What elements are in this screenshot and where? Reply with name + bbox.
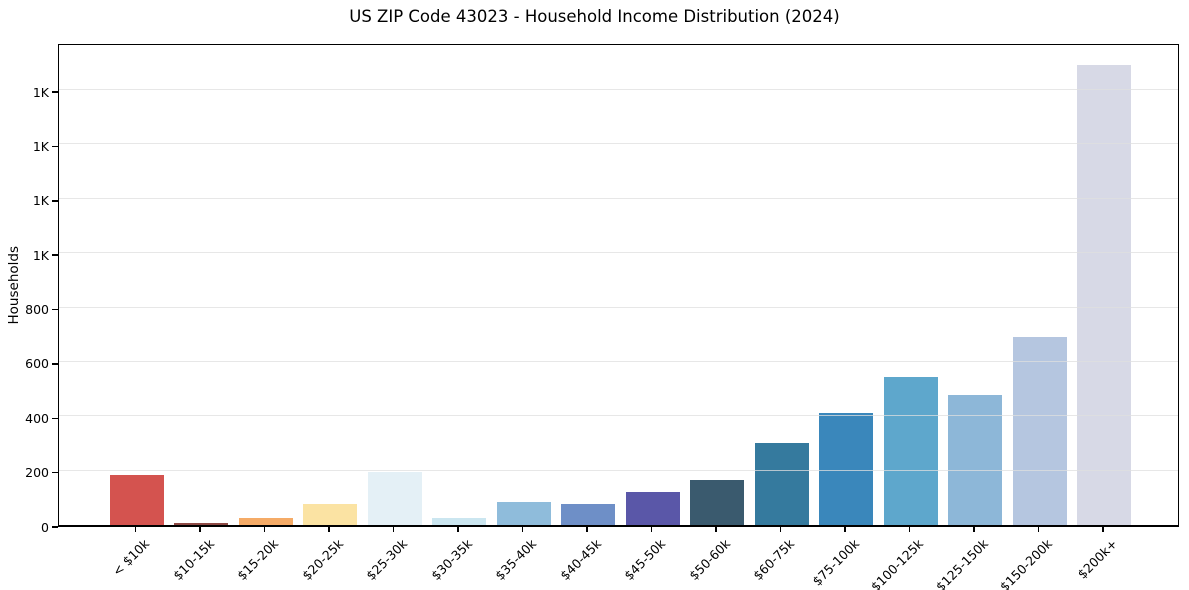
- bar-14: [1012, 336, 1067, 525]
- y-tick-mark-1600: [52, 91, 58, 93]
- x-tick-mark-15: [1102, 527, 1104, 532]
- chart-title: US ZIP Code 43023 - Household Income Dis…: [349, 7, 840, 26]
- gridline-1600: [59, 89, 1178, 91]
- x-tick-mark-6: [521, 527, 524, 532]
- gridline-800: [59, 306, 1178, 308]
- y-tick-label-1400: 1K: [32, 138, 49, 154]
- x-tick-mark-2: [263, 527, 266, 532]
- bar-8: [625, 492, 680, 525]
- bar-15: [1077, 65, 1132, 525]
- x-tick-label-text: $200k+: [1074, 536, 1120, 582]
- bar-1: [174, 523, 229, 525]
- y-tick-label-1200: 1K: [32, 193, 49, 209]
- bar-9: [690, 480, 745, 525]
- y-tick-label-1000: 1K: [32, 247, 49, 263]
- bar-0: [109, 475, 164, 525]
- plot-area: [58, 44, 1179, 527]
- bar-5: [432, 517, 487, 525]
- bar-13: [948, 394, 1003, 525]
- y-tick-label-0: 0: [41, 519, 49, 535]
- y-tick-mark-800: [52, 308, 58, 311]
- y-tick-label-1600: 1K: [32, 84, 49, 100]
- gridline-1200: [59, 197, 1178, 199]
- y-tick-mark-1400: [52, 145, 58, 148]
- x-tick-label-15: $200k+: [909, 533, 1120, 582]
- bar-4: [367, 472, 422, 525]
- x-tick-mark-7: [586, 527, 588, 532]
- y-tick-label-600: 600: [25, 356, 49, 372]
- gridline-200: [59, 469, 1178, 471]
- x-tick-mark-9: [715, 527, 717, 532]
- y-tick-label-800: 800: [25, 302, 49, 318]
- x-tick-mark-11: [844, 527, 846, 532]
- x-tick-mark-1: [199, 527, 201, 532]
- x-tick-mark-4: [392, 527, 395, 532]
- x-tick-mark-5: [457, 527, 459, 532]
- y-tick-label-400: 400: [25, 410, 49, 426]
- bar-10: [754, 443, 809, 525]
- y-axis-label-wrap: Households: [6, 44, 22, 527]
- bar-6: [496, 502, 551, 525]
- gridline-1400: [59, 143, 1178, 145]
- y-tick-mark-600: [52, 363, 58, 365]
- bar-2: [238, 517, 293, 525]
- x-tick-mark-14: [1037, 527, 1040, 532]
- bar-3: [303, 504, 358, 525]
- y-tick-label-200: 200: [25, 465, 49, 481]
- y-tick-mark-0: [52, 526, 58, 528]
- gridline-1000: [59, 252, 1178, 254]
- y-tick-mark-1000: [52, 254, 58, 256]
- x-tick-mark-3: [328, 527, 330, 532]
- bar-11: [819, 412, 874, 525]
- x-tick-mark-10: [779, 527, 782, 532]
- y-tick-mark-400: [52, 417, 58, 420]
- x-tick-mark-8: [650, 527, 653, 532]
- x-tick-mark-0: [134, 527, 137, 532]
- bar-7: [561, 503, 616, 525]
- gridline-600: [59, 360, 1178, 362]
- x-tick-mark-12: [908, 527, 911, 532]
- y-tick-mark-1200: [52, 200, 58, 202]
- gridline-400: [59, 415, 1178, 417]
- x-tick-mark-13: [973, 527, 975, 532]
- y-tick-mark-200: [52, 471, 58, 474]
- bar-12: [883, 376, 938, 525]
